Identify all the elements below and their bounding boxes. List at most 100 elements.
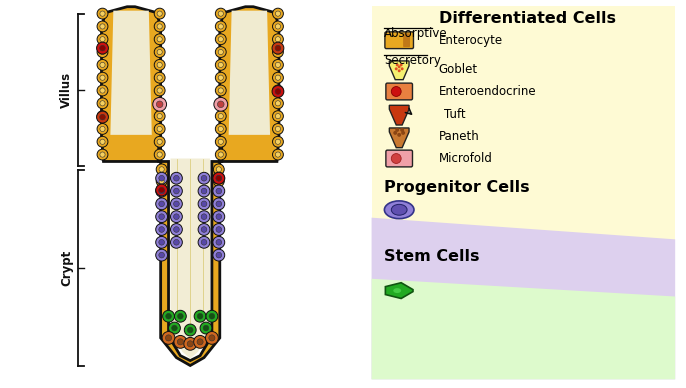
- Text: Tuft: Tuft: [444, 107, 465, 121]
- Circle shape: [400, 63, 403, 66]
- Circle shape: [394, 68, 398, 70]
- Circle shape: [215, 8, 226, 19]
- Circle shape: [275, 75, 281, 80]
- Circle shape: [213, 172, 225, 184]
- Circle shape: [203, 325, 209, 331]
- Circle shape: [158, 201, 165, 207]
- Circle shape: [213, 236, 225, 248]
- Ellipse shape: [391, 204, 407, 215]
- Circle shape: [171, 223, 182, 236]
- Circle shape: [198, 185, 210, 197]
- Circle shape: [213, 198, 225, 210]
- Circle shape: [275, 24, 281, 29]
- Circle shape: [275, 36, 281, 42]
- Circle shape: [198, 223, 210, 236]
- Circle shape: [159, 167, 164, 172]
- Circle shape: [198, 211, 210, 223]
- Circle shape: [213, 176, 224, 187]
- Circle shape: [156, 223, 167, 236]
- Circle shape: [154, 123, 165, 134]
- Circle shape: [97, 136, 108, 147]
- Circle shape: [157, 139, 163, 144]
- Ellipse shape: [384, 201, 414, 219]
- Polygon shape: [102, 7, 161, 161]
- Circle shape: [100, 24, 105, 29]
- Circle shape: [157, 88, 163, 93]
- Circle shape: [272, 72, 283, 83]
- Circle shape: [213, 172, 225, 184]
- Circle shape: [217, 101, 224, 107]
- Circle shape: [158, 214, 165, 220]
- Circle shape: [198, 198, 210, 210]
- Circle shape: [393, 131, 397, 135]
- Circle shape: [216, 175, 222, 181]
- Circle shape: [157, 126, 163, 132]
- Circle shape: [272, 8, 283, 19]
- Circle shape: [272, 86, 284, 97]
- Circle shape: [272, 149, 283, 160]
- Circle shape: [171, 198, 182, 210]
- Text: Secretory: Secretory: [384, 54, 441, 67]
- Circle shape: [158, 239, 165, 245]
- Circle shape: [396, 63, 399, 66]
- Circle shape: [275, 152, 281, 157]
- Circle shape: [216, 214, 222, 220]
- Circle shape: [398, 65, 401, 68]
- Circle shape: [154, 8, 165, 19]
- Circle shape: [206, 310, 218, 322]
- Circle shape: [158, 227, 165, 232]
- Circle shape: [215, 21, 226, 32]
- Circle shape: [272, 123, 283, 134]
- Circle shape: [157, 101, 163, 106]
- Circle shape: [272, 34, 283, 45]
- Circle shape: [174, 201, 179, 207]
- Circle shape: [218, 24, 224, 29]
- Polygon shape: [372, 218, 675, 379]
- Circle shape: [100, 126, 105, 132]
- Circle shape: [275, 139, 281, 144]
- Circle shape: [154, 72, 165, 83]
- Circle shape: [216, 201, 222, 207]
- Circle shape: [215, 59, 226, 70]
- Circle shape: [156, 176, 167, 187]
- Circle shape: [97, 21, 108, 32]
- Circle shape: [174, 239, 179, 245]
- Text: Enteroendocrine: Enteroendocrine: [438, 85, 536, 98]
- Circle shape: [97, 149, 108, 160]
- Circle shape: [201, 175, 207, 181]
- Polygon shape: [386, 283, 413, 298]
- Circle shape: [177, 339, 183, 345]
- Circle shape: [171, 172, 182, 184]
- Circle shape: [171, 211, 182, 223]
- Circle shape: [100, 88, 105, 93]
- Circle shape: [97, 123, 108, 134]
- Polygon shape: [372, 279, 675, 379]
- Circle shape: [275, 126, 281, 132]
- Circle shape: [171, 236, 182, 248]
- Circle shape: [156, 164, 167, 175]
- Circle shape: [97, 111, 108, 123]
- Circle shape: [158, 187, 165, 193]
- Circle shape: [157, 11, 163, 16]
- Circle shape: [157, 49, 163, 55]
- Circle shape: [201, 227, 207, 232]
- Circle shape: [157, 75, 163, 80]
- Circle shape: [154, 47, 165, 57]
- Polygon shape: [158, 142, 222, 365]
- Circle shape: [200, 322, 212, 334]
- Circle shape: [154, 85, 165, 96]
- Text: Stem Cells: Stem Cells: [384, 249, 480, 264]
- Circle shape: [215, 34, 226, 45]
- Circle shape: [213, 249, 225, 261]
- Circle shape: [216, 178, 222, 184]
- Circle shape: [213, 211, 225, 223]
- Circle shape: [275, 11, 281, 16]
- Circle shape: [193, 336, 206, 348]
- Circle shape: [275, 45, 281, 51]
- Polygon shape: [372, 6, 675, 379]
- FancyBboxPatch shape: [386, 150, 412, 167]
- Circle shape: [100, 75, 105, 80]
- Circle shape: [157, 36, 163, 42]
- Circle shape: [216, 227, 222, 232]
- Text: Differentiated Cells: Differentiated Cells: [439, 10, 616, 26]
